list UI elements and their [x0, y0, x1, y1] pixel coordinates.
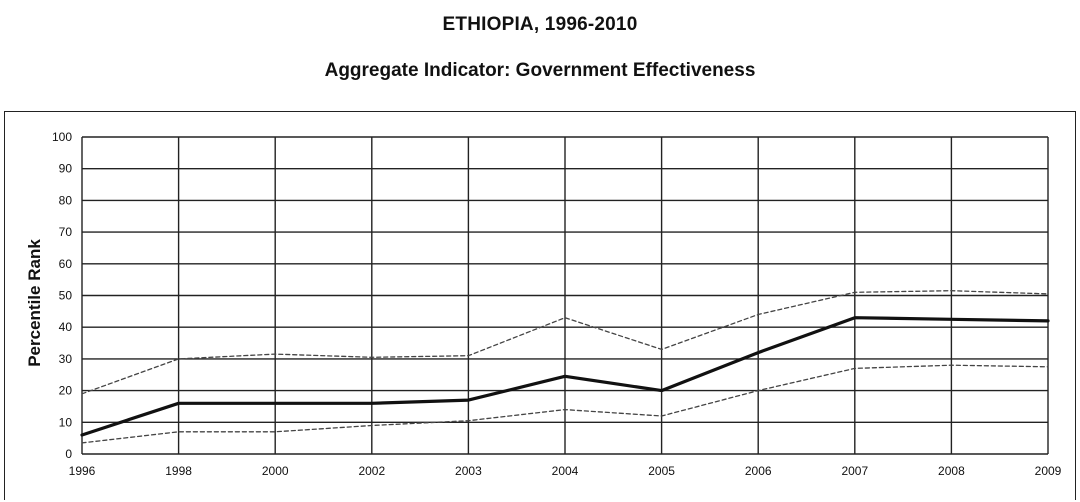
y-tick-label: 30: [59, 352, 73, 366]
x-tick-label: 2003: [455, 464, 482, 478]
chart-frame: [4, 111, 1076, 500]
y-tick-label: 100: [52, 130, 72, 144]
y-tick-label: 20: [59, 384, 73, 398]
y-tick-label: 80: [59, 193, 73, 207]
y-tick-label: 60: [59, 257, 73, 271]
x-tick-label: 2004: [552, 464, 579, 478]
chart-subtitle: Aggregate Indicator: Government Effectiv…: [324, 60, 756, 81]
y-tick-label: 40: [59, 320, 73, 334]
y-tick-label: 50: [59, 289, 73, 303]
y-tick-label: 90: [59, 162, 73, 176]
x-tick-label: 1998: [165, 464, 192, 478]
y-axis-label: Percentile Rank: [25, 239, 44, 367]
chart-grid: [81, 136, 1049, 455]
chart-axes: 0 10 20 30 40 50 60 70 80 90 100 1996 1998 2000 2002 20…: [52, 130, 1062, 478]
x-tick-label: 2007: [841, 464, 868, 478]
x-tick-label: 2002: [358, 464, 385, 478]
y-tick-label: 0: [65, 447, 72, 461]
x-tick-label: 2000: [262, 464, 289, 478]
chart-title: ETHIOPIA, 1996-2010: [442, 14, 638, 35]
series-line-lower-bound: [81, 364, 1049, 444]
x-tick-label: 2009: [1035, 464, 1062, 478]
x-tick-label: 1996: [69, 464, 96, 478]
x-tick-label: 2008: [938, 464, 965, 478]
chart-series: [80, 290, 1050, 444]
y-tick-label: 70: [59, 225, 73, 239]
x-tick-label: 2005: [648, 464, 675, 478]
x-tick-label: 2006: [745, 464, 772, 478]
series-line-estimate: [80, 316, 1050, 437]
series-line-upper-bound: [81, 290, 1049, 395]
y-tick-label: 10: [59, 415, 73, 429]
